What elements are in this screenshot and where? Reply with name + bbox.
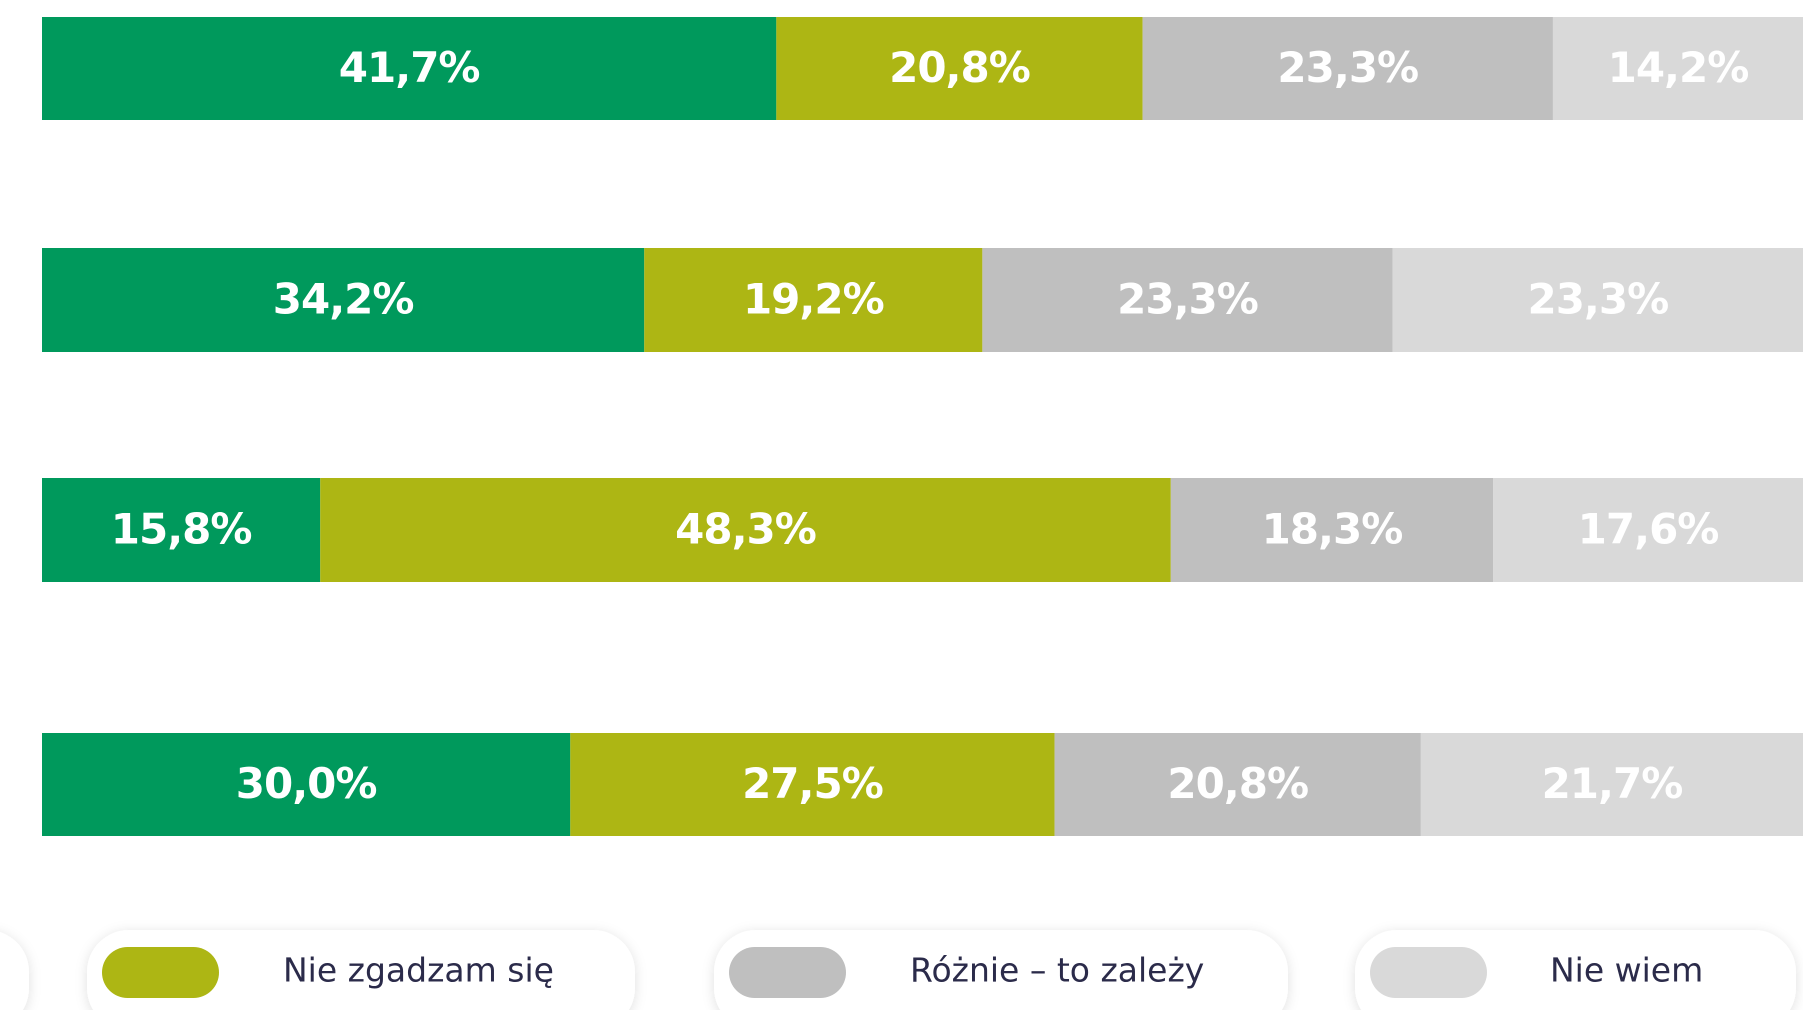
legend-label: Nie zgadzam się	[283, 951, 554, 990]
legend-pill	[87, 930, 635, 1010]
value-label: 21,7%	[1542, 759, 1683, 808]
value-label: 27,5%	[742, 759, 883, 808]
legend-pill	[714, 930, 1288, 1010]
bar-segment	[982, 248, 1393, 352]
bar-segment	[1142, 17, 1553, 120]
bar-segment	[1493, 478, 1803, 582]
bar-segment	[644, 248, 983, 352]
legend: Nie zgadzam się Różnie – to zależy Nie wie…	[87, 930, 1796, 1010]
legend-pill	[0, 932, 29, 1010]
bar-segment	[1170, 478, 1494, 582]
value-label: 48,3%	[675, 505, 816, 554]
bar-segment	[42, 248, 645, 352]
bar-segment	[42, 733, 571, 836]
bar-segment	[320, 478, 1171, 582]
value-label: 14,2%	[1608, 43, 1749, 92]
value-label: 20,8%	[1167, 759, 1308, 808]
value-label: 20,8%	[889, 43, 1030, 92]
legend-label: Nie wiem	[1550, 951, 1703, 990]
bar-segment	[1392, 248, 1803, 352]
bar-segment	[1054, 733, 1421, 836]
value-label: 17,6%	[1578, 505, 1719, 554]
legend-swatch	[102, 947, 219, 998]
legend-swatch	[1370, 947, 1487, 998]
value-label: 30,0%	[236, 759, 377, 808]
value-label: 23,3%	[1117, 275, 1258, 324]
value-label: 23,3%	[1527, 275, 1668, 324]
bar-segment	[1420, 733, 1803, 836]
legend-label: Różnie – to zależy	[910, 951, 1204, 990]
value-label: 19,2%	[743, 275, 884, 324]
bar-segment	[776, 17, 1143, 120]
value-label: 34,2%	[273, 275, 414, 324]
value-label: 15,8%	[111, 505, 252, 554]
bar-segment	[1552, 17, 1803, 120]
value-label: 18,3%	[1262, 505, 1403, 554]
bar-segment	[42, 17, 777, 120]
bar-segment	[42, 478, 321, 582]
value-label: 41,7%	[339, 43, 480, 92]
value-label: 23,3%	[1277, 43, 1418, 92]
bar-segment	[570, 733, 1055, 836]
legend-swatch	[729, 947, 846, 998]
